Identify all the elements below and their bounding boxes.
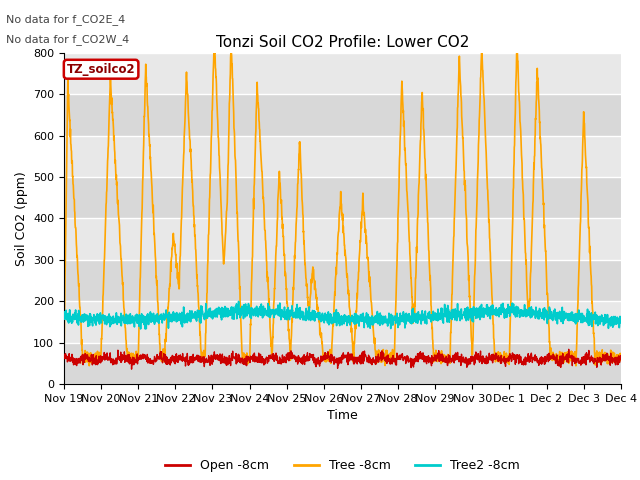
Title: Tonzi Soil CO2 Profile: Lower CO2: Tonzi Soil CO2 Profile: Lower CO2	[216, 35, 469, 50]
Text: No data for f_CO2E_4: No data for f_CO2E_4	[6, 14, 125, 25]
Bar	[64, 94, 621, 136]
Legend: Open -8cm, Tree -8cm, Tree2 -8cm: Open -8cm, Tree -8cm, Tree2 -8cm	[159, 454, 525, 477]
Text: TZ_soilco2: TZ_soilco2	[67, 63, 136, 76]
Bar	[64, 136, 621, 177]
X-axis label: Time: Time	[327, 409, 358, 422]
Bar	[64, 260, 621, 301]
Bar	[64, 177, 621, 218]
Bar	[64, 301, 621, 343]
Text: No data for f_CO2W_4: No data for f_CO2W_4	[6, 34, 130, 45]
Y-axis label: Soil CO2 (ppm): Soil CO2 (ppm)	[15, 171, 28, 266]
Bar	[64, 53, 621, 94]
Bar	[64, 343, 621, 384]
Bar	[64, 218, 621, 260]
